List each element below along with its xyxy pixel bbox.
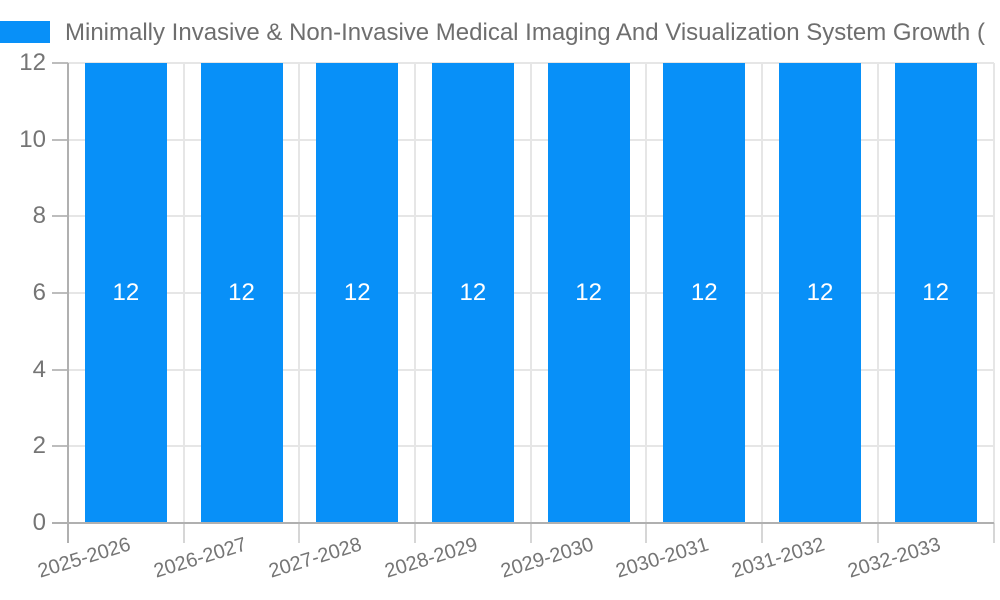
y-axis-tick-label: 6 <box>32 279 46 306</box>
x-axis-tick <box>414 523 417 543</box>
x-axis-line <box>52 522 994 524</box>
y-axis-tick-label: 2 <box>32 432 46 460</box>
y-axis-tick-label: 8 <box>32 202 46 230</box>
y-tick-stub <box>52 62 68 64</box>
bar-value-label: 12 <box>922 279 949 306</box>
gridline <box>992 63 995 523</box>
bar-value-label: 12 <box>459 279 487 306</box>
y-tick-stub <box>52 368 68 371</box>
y-tick-stub <box>52 215 68 218</box>
x-axis-tick <box>182 523 185 543</box>
bar[interactable]: 12 <box>316 63 399 523</box>
bar[interactable]: 12 <box>778 63 861 523</box>
gridline <box>645 63 648 523</box>
bar-value-label: 12 <box>112 279 140 306</box>
y-axis-line <box>67 63 69 543</box>
bar-value-label: 12 <box>575 279 602 306</box>
x-axis-tick <box>761 523 764 543</box>
gridline <box>414 63 417 523</box>
y-axis-tick-label: 10 <box>19 125 46 153</box>
x-axis-tick <box>645 523 648 543</box>
legend-swatch <box>0 21 50 43</box>
y-axis-tick-label: 4 <box>32 355 46 383</box>
gridline <box>876 63 879 523</box>
y-axis-tick-label: 0 <box>32 509 46 536</box>
bar-value-label: 12 <box>343 279 371 306</box>
y-tick-stub <box>52 138 68 141</box>
bar[interactable]: 12 <box>663 63 746 523</box>
y-axis-tick-label: 12 <box>19 49 46 76</box>
chart-title: Minimally Invasive & Non-Invasive Medica… <box>65 19 985 46</box>
gridline <box>182 63 185 523</box>
y-tick-stub <box>52 292 68 294</box>
bar-value-label: 12 <box>690 279 718 306</box>
bar[interactable]: 12 <box>84 63 167 523</box>
gridline <box>761 63 764 523</box>
y-tick-stub <box>52 445 68 448</box>
bar[interactable]: 12 <box>547 63 630 523</box>
bar[interactable]: 12 <box>894 63 977 523</box>
bar-value-label: 12 <box>228 279 255 306</box>
x-axis-tick <box>298 523 301 543</box>
gridline <box>529 63 532 523</box>
gridline <box>298 63 301 523</box>
bar[interactable]: 12 <box>200 63 283 523</box>
bar[interactable]: 12 <box>431 63 514 523</box>
x-axis-tick <box>876 523 879 543</box>
x-axis-tick <box>992 523 995 543</box>
x-axis-tick <box>529 523 532 543</box>
bar-value-label: 12 <box>806 279 834 306</box>
